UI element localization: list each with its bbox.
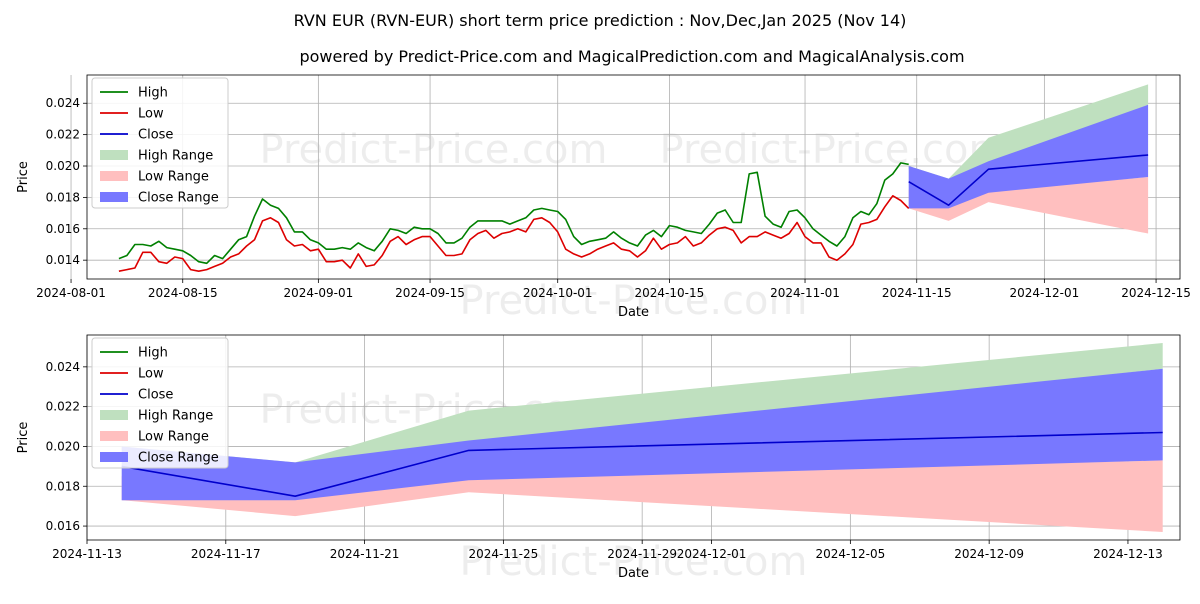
- low-series-line: [118, 195, 910, 273]
- x-tick-label: 2024-09-01: [283, 286, 353, 300]
- legend-label: High Range: [138, 409, 213, 424]
- y-tick-label: 0.022: [46, 128, 80, 142]
- low-range-band: [908, 177, 1149, 234]
- watermark-text: Predict-Price.com: [460, 539, 808, 585]
- plot-area: [121, 343, 1163, 532]
- x-tick-label: 2024-12-09: [954, 547, 1024, 561]
- x-tick-label: 2024-11-01: [770, 286, 840, 300]
- legend-patch-key: [100, 452, 128, 462]
- x-tick-label: 2024-08-01: [36, 286, 106, 300]
- chart-subtitle: powered by Predict-Price.com and Magical…: [299, 47, 964, 66]
- legend-label: Low: [138, 107, 164, 122]
- legend-label: High: [138, 346, 168, 361]
- x-tick-label: 2024-12-01: [1009, 286, 1079, 300]
- x-tick-label: 2024-12-13: [1093, 547, 1163, 561]
- legend: High Low Close High Range Low Range Close Ran…: [91, 337, 229, 469]
- x-tick-label: 2024-11-17: [191, 547, 261, 561]
- high-series-line: [118, 162, 909, 265]
- close-range-band: [121, 368, 1163, 501]
- legend-label: Close Range: [138, 451, 219, 466]
- y-tick-label: 0.016: [46, 222, 80, 236]
- y-tick-label: 0.024: [46, 96, 80, 110]
- legend-label: High Range: [138, 149, 213, 164]
- legend-label: High: [138, 86, 168, 101]
- y-tick-label: 0.014: [46, 253, 80, 267]
- legend-patch-key: [100, 171, 128, 181]
- legend-patch-key: [100, 150, 128, 160]
- x-tick-label: 2024-08-15: [148, 286, 218, 300]
- x-tick-label: 2024-11-13: [52, 547, 122, 561]
- legend-label: Close: [138, 388, 173, 403]
- high-range-band: [121, 343, 1163, 467]
- legend-label: Low: [138, 367, 164, 382]
- high-range-band: [908, 84, 1149, 182]
- x-tick-label: 2024-11-21: [330, 547, 400, 561]
- axes-frame: [86, 334, 1181, 541]
- y-tick-label: 0.020: [46, 439, 80, 453]
- legend-label: Close Range: [138, 191, 219, 206]
- close-range-band: [908, 104, 1149, 209]
- top-chart-panel: Predict-Price.com Predict-Price.comPredic…: [16, 74, 1191, 324]
- x-tick-label: 2024-10-15: [635, 286, 705, 300]
- legend-patch-key: [100, 192, 128, 202]
- x-tick-label: 2024-12-05: [815, 547, 885, 561]
- close-forecast-line: [908, 154, 1149, 206]
- legend: High Low Close High Range Low Range Close Ran…: [91, 77, 229, 209]
- bottom-chart-panel: Predict-Price.comPredict-Price.comPredic…: [16, 334, 1181, 585]
- x-tick-label: 2024-11-25: [469, 547, 539, 561]
- y-tick-label: 0.022: [46, 400, 80, 414]
- x-axis-label: Date: [618, 566, 649, 581]
- y-tick-label: 0.018: [46, 190, 80, 204]
- chart-title: RVN EUR (RVN-EUR) short term price predi…: [294, 11, 907, 30]
- x-tick-label: 2024-10-01: [523, 286, 593, 300]
- x-tick-label: 2024-12-15: [1121, 286, 1191, 300]
- x-tick-label: 2024-11-15: [882, 286, 952, 300]
- x-tick-label: 2024-09-15: [395, 286, 465, 300]
- y-tick-label: 0.020: [46, 159, 80, 173]
- legend-label: Low Range: [138, 170, 209, 185]
- y-tick-label: 0.018: [46, 479, 80, 493]
- legend-label: Close: [138, 128, 173, 143]
- x-axis-label: Date: [618, 305, 649, 320]
- axes-frame: [86, 74, 1181, 280]
- close-forecast-line: [121, 431, 1163, 498]
- x-tick-label: 2024-12-01: [677, 547, 747, 561]
- legend-patch-key: [100, 410, 128, 420]
- y-axis-label: Price: [16, 161, 31, 193]
- legend-label: Low Range: [138, 430, 209, 445]
- legend-patch-key: [100, 431, 128, 441]
- x-tick-label: 2024-11-29: [607, 547, 677, 561]
- watermark-text: Predict-Price.com: [460, 278, 808, 324]
- y-axis-label: Price: [16, 422, 31, 454]
- y-tick-label: 0.024: [46, 360, 80, 374]
- y-tick-label: 0.016: [46, 519, 80, 533]
- low-range-band: [121, 460, 1163, 532]
- plot-area: [118, 84, 1149, 273]
